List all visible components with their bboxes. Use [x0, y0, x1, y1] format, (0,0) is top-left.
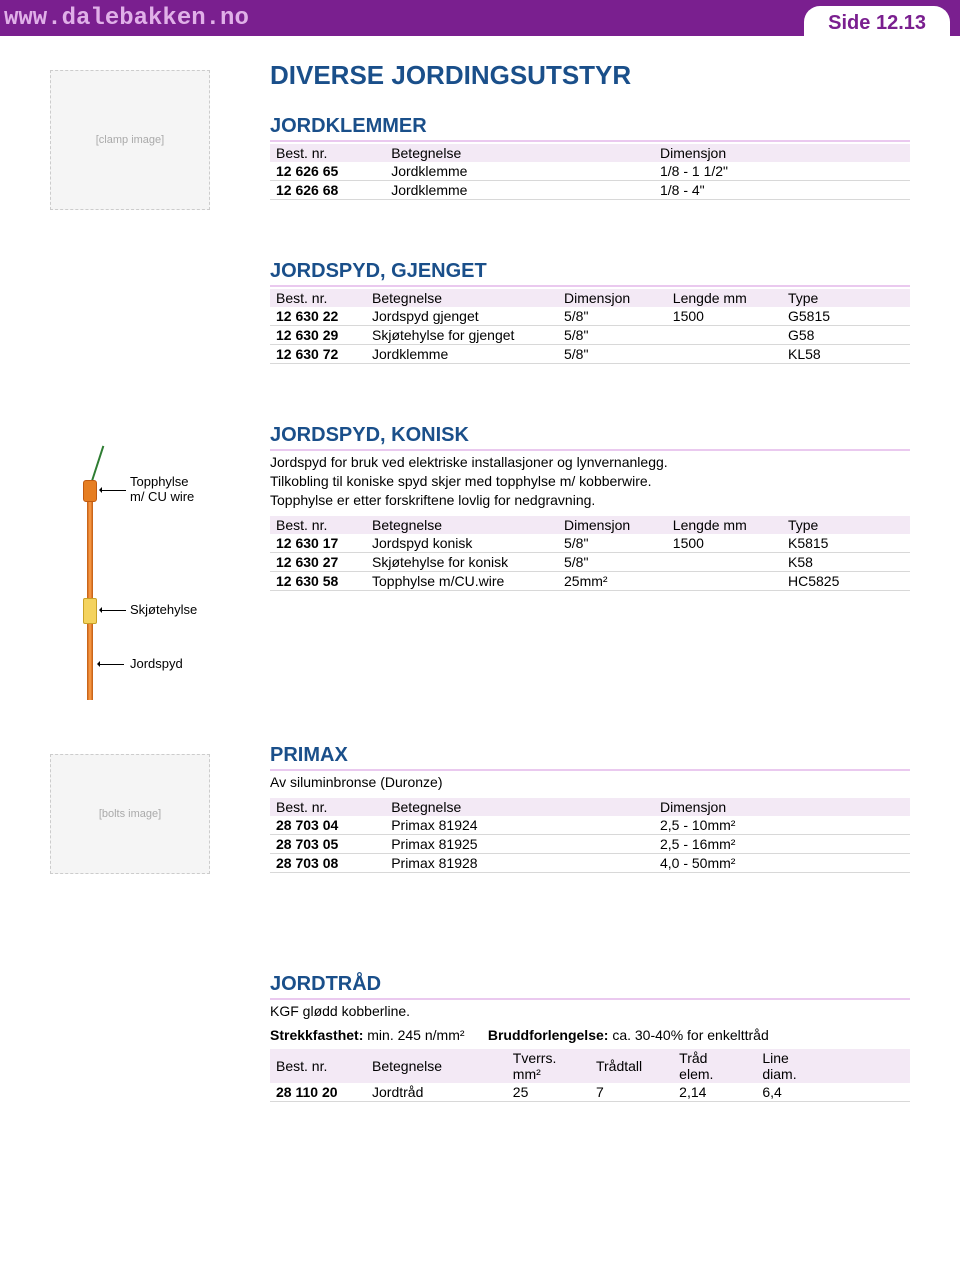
section-jordtrad: JORDTRÅD KGF glødd kobberline. Strekkfas…: [270, 973, 910, 1102]
table-row: 12 630 22Jordspyd gjenget5/8"1500G5815: [270, 307, 910, 326]
page-title: DIVERSE JORDINGSUTSTYR: [270, 60, 910, 91]
table-row: 12 630 17Jordspyd konisk5/8"1500K5815: [270, 534, 910, 553]
table-row: 28 703 08Primax 819284,0 - 50mm²: [270, 853, 910, 872]
jordtrad-table: Best. nr. Betegnelse Tverrs. mm² Trådtal…: [270, 1049, 910, 1102]
section-jordspyd-gjenget: JORDSPYD, GJENGET Best. nr. Betegnelse D…: [270, 260, 910, 364]
jordklemme-image: [clamp image]: [50, 70, 210, 210]
label-skjotehylse: Skjøtehylse: [130, 602, 197, 617]
table-row: 28 703 04Primax 819242,5 - 10mm²: [270, 816, 910, 835]
jordtrad-specs: Strekkfasthet: min. 245 n/mm² Bruddforle…: [270, 1027, 910, 1043]
jordtrad-line1: KGF glødd kobberline.: [270, 1002, 910, 1021]
topphylse-icon: [83, 480, 97, 502]
table-row: 28 110 20 Jordtråd 25 7 2,14 6,4: [270, 1083, 910, 1102]
rod-lower: [87, 624, 93, 700]
jordspyd-gjenget-title: JORDSPYD, GJENGET: [270, 260, 910, 287]
table-row: 12 626 65Jordklemme1/8 - 1 1/2": [270, 162, 910, 181]
table-row: 12 630 27Skjøtehylse for konisk5/8"K58: [270, 552, 910, 571]
jordklemmer-title: JORDKLEMMER: [270, 115, 910, 142]
primax-image: [bolts image]: [50, 754, 210, 874]
skjotehylse-icon: [83, 598, 97, 624]
table-row: 12 626 68Jordklemme1/8 - 4": [270, 181, 910, 200]
wire-icon: [90, 446, 104, 485]
section-jordspyd-konisk: JORDSPYD, KONISK Jordspyd for bruk ved e…: [270, 424, 910, 591]
section-jordklemmer: JORDKLEMMER Best. nr. Betegnelse Dimensj…: [270, 115, 910, 200]
pointer: [102, 490, 126, 491]
jordklemmer-table: Best. nr. Betegnelse Dimensjon 12 626 65…: [270, 144, 910, 200]
table-row: 12 630 58Topphylse m/CU.wire25mm²HC5825: [270, 571, 910, 590]
pointer: [100, 664, 124, 665]
jordspyd-konisk-table: Best. nr. Betegnelse Dimensjon Lengde mm…: [270, 516, 910, 591]
primax-title: PRIMAX: [270, 744, 910, 771]
header-url: www.dalebakken.no: [0, 5, 249, 32]
jordtrad-title: JORDTRÅD: [270, 973, 910, 1000]
pointer: [102, 610, 126, 611]
top-bar: www.dalebakken.no Side 12.13: [0, 0, 960, 36]
rod-upper: [87, 502, 93, 598]
jordspyd-konisk-title: JORDSPYD, KONISK: [270, 424, 910, 451]
page-number-tab: Side 12.13: [804, 6, 950, 36]
label-topphylse: Topphylse m/ CU wire: [130, 474, 194, 504]
primax-subtitle: Av siluminbronse (Duronze): [270, 773, 910, 792]
table-row: 12 630 72Jordklemme5/8"KL58: [270, 345, 910, 364]
jordspyd-konisk-desc: Jordspyd for bruk ved elektriske install…: [270, 453, 910, 510]
section-primax: PRIMAX Av siluminbronse (Duronze) Best. …: [270, 744, 910, 873]
primax-table: Best. nr. Betegnelse Dimensjon 28 703 04…: [270, 798, 910, 873]
jordspyd-diagram: Topphylse m/ CU wire Skjøtehylse Jordspy…: [30, 444, 260, 704]
jordspyd-gjenget-table: Best. nr. Betegnelse Dimensjon Lengde mm…: [270, 289, 910, 364]
table-row: 28 703 05Primax 819252,5 - 16mm²: [270, 834, 910, 853]
table-row: 12 630 29Skjøtehylse for gjenget5/8"G58: [270, 326, 910, 345]
page-number: Side 12.13: [828, 12, 926, 35]
label-jordspyd: Jordspyd: [130, 656, 183, 671]
